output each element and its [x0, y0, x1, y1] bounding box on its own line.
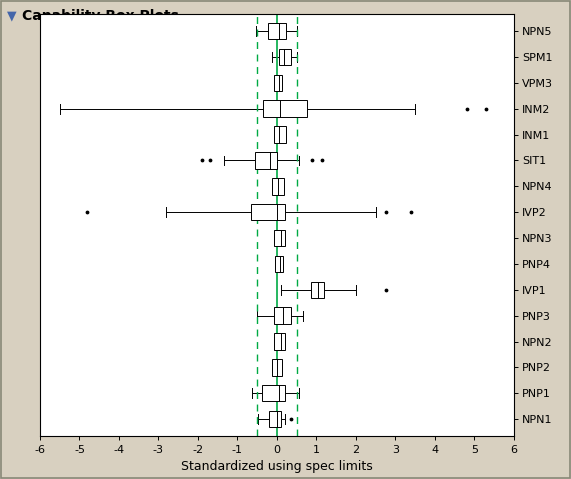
Bar — [269, 411, 281, 427]
Bar — [274, 230, 285, 246]
Bar — [262, 385, 285, 401]
Bar — [279, 49, 291, 65]
Text: ▼: ▼ — [7, 9, 17, 22]
Bar — [268, 23, 286, 39]
Bar — [272, 178, 284, 194]
Bar — [274, 75, 282, 91]
Bar — [274, 333, 285, 350]
Bar — [275, 256, 283, 272]
Bar — [311, 282, 324, 298]
Bar — [274, 308, 291, 324]
Text: Capability Box Plots: Capability Box Plots — [22, 9, 179, 23]
Bar — [251, 204, 285, 220]
Bar — [263, 101, 307, 117]
X-axis label: Standardized using spec limits: Standardized using spec limits — [181, 460, 373, 473]
Bar — [255, 152, 277, 169]
Bar — [274, 126, 286, 143]
Bar — [272, 359, 282, 376]
